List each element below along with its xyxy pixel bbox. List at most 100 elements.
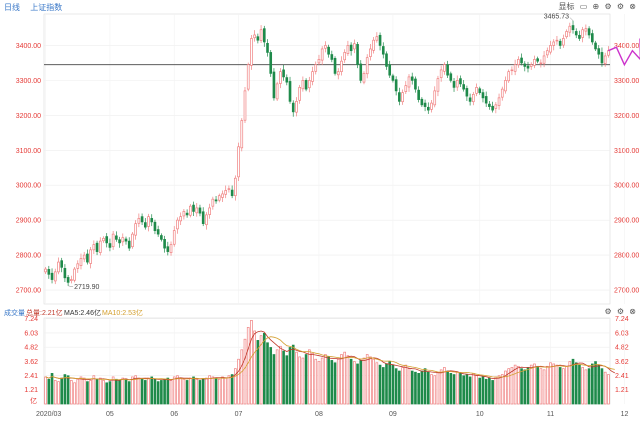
gear-icon[interactable]: ⚙ — [604, 307, 612, 316]
candle-body — [391, 75, 395, 81]
volume-bar — [250, 320, 253, 405]
volume-bar — [333, 362, 337, 405]
gear-icon[interactable]: ⚙ — [604, 2, 612, 11]
candle-body — [517, 59, 520, 66]
candle-body — [237, 146, 240, 178]
candle-body — [182, 211, 186, 217]
volume-bar — [407, 368, 411, 405]
candle-body — [533, 59, 536, 66]
candle-body — [433, 90, 437, 106]
volume-bar — [462, 375, 465, 405]
prediction-line — [608, 38, 640, 67]
price-tick-label-left: 2700.00 — [16, 288, 41, 295]
volume-bar — [465, 374, 469, 405]
volume-bar — [86, 381, 89, 405]
volume-bar — [500, 374, 504, 405]
lock-icon[interactable]: ▭ — [579, 2, 588, 11]
candle-body — [356, 44, 359, 66]
candle-body — [324, 45, 327, 49]
candle-body — [565, 31, 568, 38]
candle-body — [304, 80, 308, 90]
candle-body — [111, 233, 115, 248]
candle-body — [484, 96, 488, 104]
volume-bar — [369, 356, 372, 405]
volume-ma5: MA5:2.46亿 — [64, 310, 101, 317]
close-icon[interactable]: ⊗ — [629, 307, 636, 316]
volume-bar — [571, 358, 575, 405]
candle-body — [60, 260, 64, 268]
candle-body — [140, 216, 144, 223]
volume-bar — [414, 371, 417, 405]
volume-bar — [301, 357, 305, 405]
toolbar-right-label[interactable]: 显标 — [558, 2, 575, 11]
volume-bar — [304, 354, 308, 405]
candle-body — [507, 71, 511, 82]
volume-plot-frame — [43, 317, 611, 405]
candle-body — [166, 246, 170, 252]
candle-body — [95, 242, 99, 252]
volume-bar — [98, 377, 102, 405]
volume-bar — [455, 371, 459, 405]
volume-ma10-line — [45, 336, 615, 381]
volume-bar — [95, 378, 99, 405]
volume-bar — [513, 364, 517, 405]
candle-body — [185, 212, 189, 216]
candle-body — [105, 236, 109, 244]
candle-body — [491, 105, 494, 111]
volume-bar — [57, 381, 60, 405]
candle-body — [131, 233, 134, 248]
close-icon[interactable]: ⊗ — [629, 2, 636, 11]
candle-body — [172, 230, 176, 245]
volume-bar — [246, 327, 250, 405]
volume-tick-label-right: 7.24 — [615, 316, 629, 323]
tab-daily[interactable]: 日线 — [4, 3, 20, 12]
tab-index-name[interactable]: 上证指数 — [30, 3, 63, 12]
volume-bar — [468, 376, 472, 405]
volume-bar — [127, 381, 131, 405]
candle-body — [481, 92, 485, 99]
volume-bar — [163, 378, 166, 405]
volume-bar — [73, 382, 76, 405]
candle-body — [243, 90, 247, 121]
volume-bar — [375, 362, 379, 405]
volume-bar — [574, 362, 578, 405]
x-tick-label: 10 — [476, 411, 484, 418]
candle-body — [205, 214, 208, 226]
candle-body — [568, 25, 572, 33]
volume-bar — [497, 375, 501, 405]
volume-bar — [317, 361, 321, 405]
candle-body — [394, 79, 398, 92]
x-tick-label: 05 — [106, 411, 114, 418]
candle-body — [127, 240, 131, 249]
high-annotation-leader — [569, 17, 574, 21]
candle-body — [134, 223, 137, 236]
volume-bar — [134, 375, 137, 405]
candle-body — [388, 64, 392, 76]
gear-icon[interactable]: ⚙ — [616, 2, 625, 11]
gear-icon[interactable]: ⚙ — [616, 307, 625, 316]
volume-bar — [597, 364, 601, 405]
candle-body — [478, 88, 482, 93]
volume-bar — [356, 363, 359, 405]
candle-body — [102, 237, 105, 242]
candle-body — [217, 195, 221, 201]
volume-actions: ⚙ ⚙ ⊗ — [601, 307, 636, 316]
toolbar-actions: 显标 ▭ ⊕ ⚙ ⚙ ⊗ — [556, 1, 636, 12]
candle-body — [198, 207, 202, 214]
volume-bar — [224, 377, 228, 405]
volume-bar — [295, 351, 298, 405]
volume-bar — [266, 342, 269, 405]
candle-body — [558, 40, 562, 46]
volume-bar — [262, 332, 266, 405]
volume-bar — [381, 367, 385, 405]
plus-icon[interactable]: ⊕ — [592, 2, 600, 11]
volume-bar — [398, 370, 401, 405]
volume-bar — [198, 380, 202, 405]
volume-bar — [603, 371, 607, 405]
volume-bar — [214, 377, 218, 405]
volume-bar — [420, 370, 424, 405]
volume-bar — [343, 351, 347, 405]
volume-bar — [53, 380, 57, 405]
volume-bar — [478, 377, 482, 405]
